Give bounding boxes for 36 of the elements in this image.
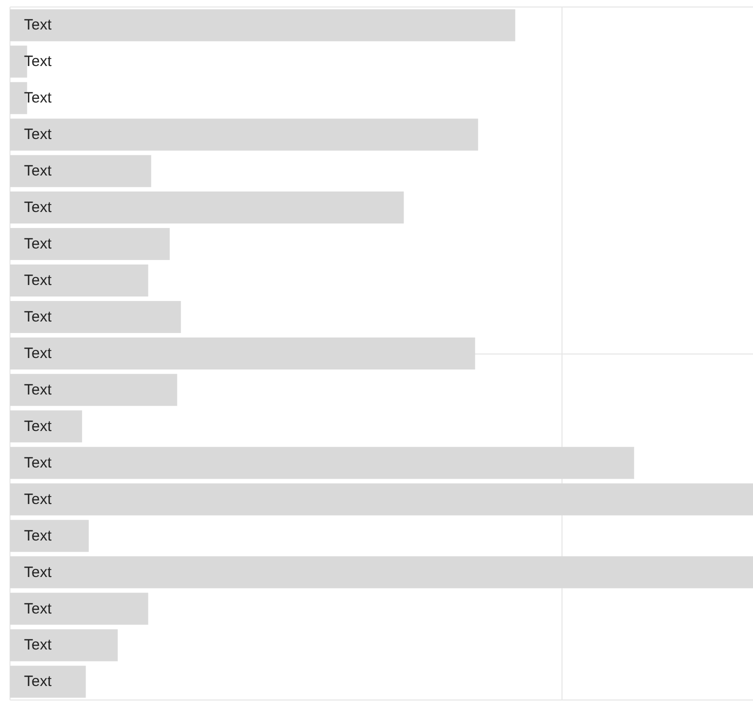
bar xyxy=(10,410,82,442)
bar xyxy=(10,629,118,662)
y-tick-label: Text xyxy=(24,600,52,618)
bar xyxy=(10,556,753,588)
bar xyxy=(10,666,86,698)
bar xyxy=(10,374,178,406)
y-tick-label: Text xyxy=(24,454,52,472)
y-tick-label: Text xyxy=(24,236,52,253)
y-tick-label: Text xyxy=(24,490,52,508)
bar xyxy=(10,118,478,151)
y-tick-label: Text xyxy=(24,564,52,581)
bar xyxy=(10,337,476,370)
y-tick-label: Text xyxy=(24,381,52,398)
bar xyxy=(10,446,634,479)
bar xyxy=(10,520,89,552)
y-tick-label: Text xyxy=(24,344,52,362)
y-tick-label: Text xyxy=(24,199,52,216)
bar xyxy=(10,483,753,516)
bar xyxy=(10,264,148,297)
y-tick-label: Text xyxy=(24,272,52,290)
bar xyxy=(10,9,516,42)
y-tick-label: Text xyxy=(24,527,52,544)
y-tick-label: Text xyxy=(24,308,52,326)
bar xyxy=(10,300,181,333)
y-tick-label: Text xyxy=(24,162,52,180)
bar xyxy=(10,228,170,260)
y-tick-label: Text xyxy=(24,673,52,690)
y-tick-label: Text xyxy=(24,418,52,435)
bar xyxy=(10,192,404,224)
y-tick-label: Text xyxy=(24,53,52,70)
bar xyxy=(10,592,148,625)
y-tick-label: Text xyxy=(24,636,52,654)
bar xyxy=(10,155,152,188)
y-tick-label: Text xyxy=(24,126,52,144)
y-tick-label: Text xyxy=(24,90,52,107)
y-tick-label: Text xyxy=(24,16,52,34)
